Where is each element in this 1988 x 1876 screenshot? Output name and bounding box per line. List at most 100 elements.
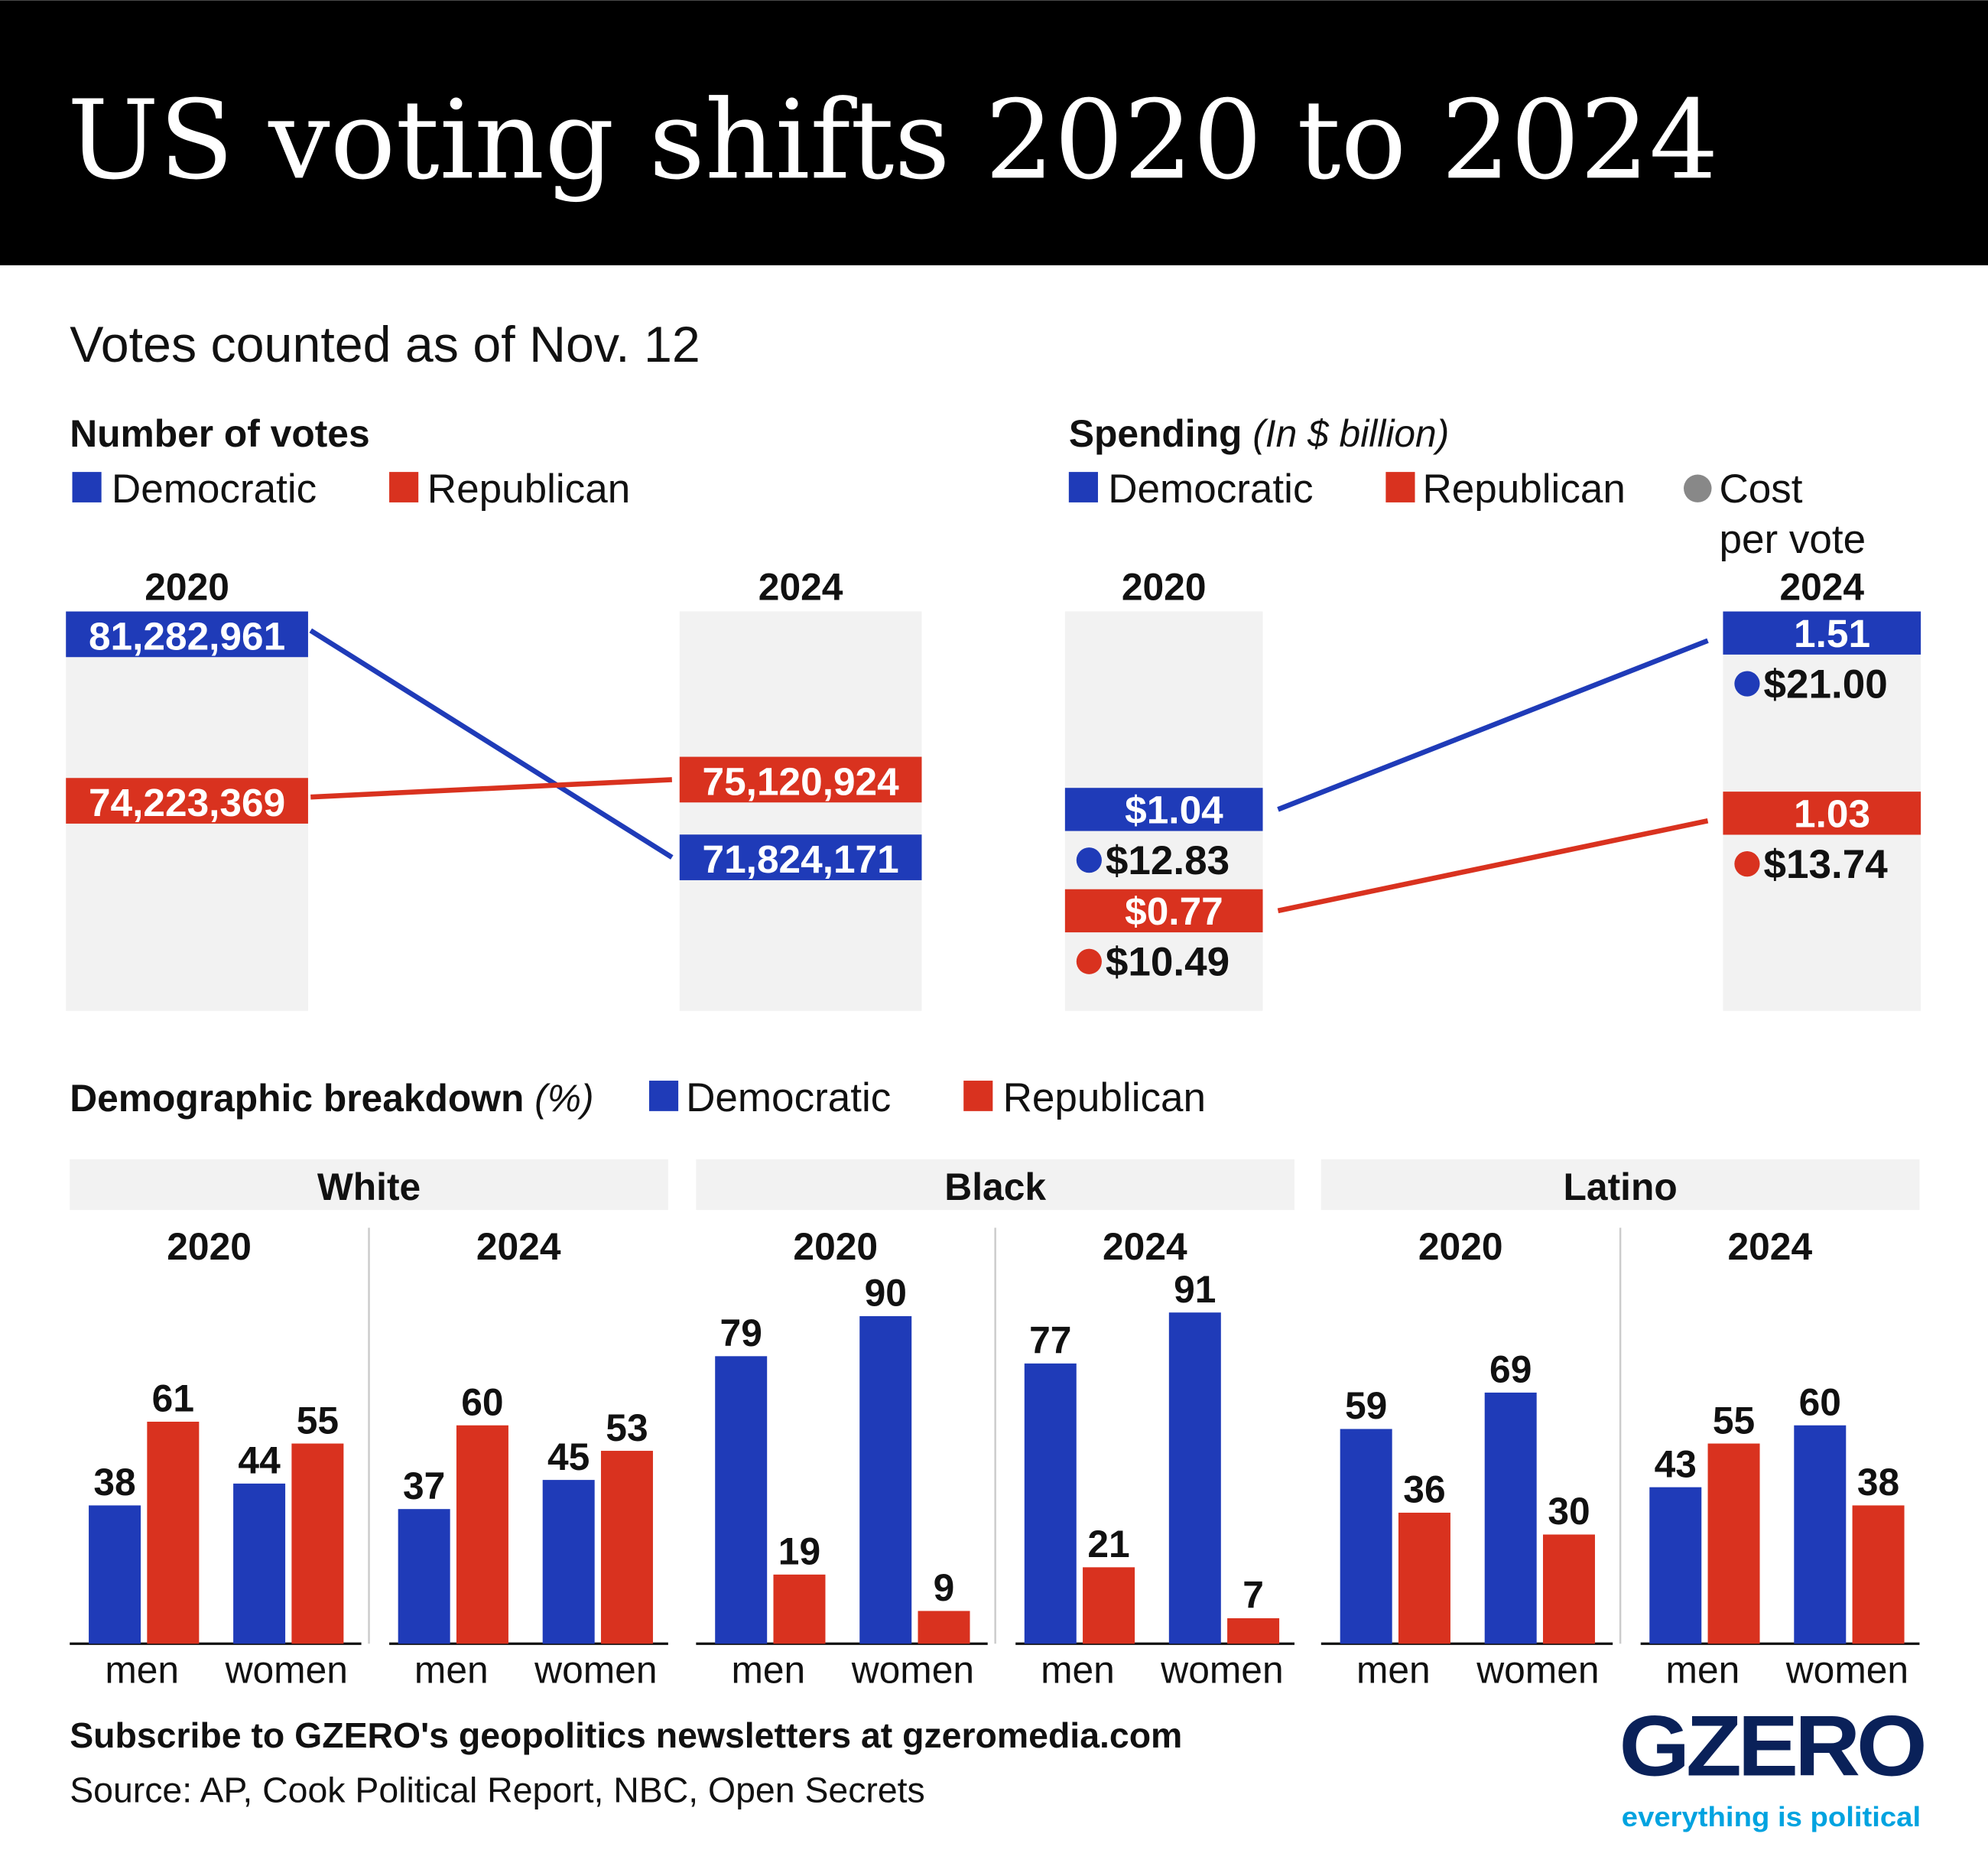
votes-bar-label-bg-republican [679, 756, 922, 803]
group-header-latino [1320, 1159, 1920, 1211]
bar-value-label: 36 [1403, 1468, 1445, 1511]
category-label-women: women [851, 1649, 974, 1692]
bar-value-label: 19 [778, 1530, 820, 1573]
legend-label-democratic: Democratic [686, 1075, 891, 1120]
bar-value-label: 53 [606, 1406, 648, 1449]
bar-republican-women [1227, 1618, 1280, 1644]
gzero-logo: GZERO [1619, 1698, 1923, 1794]
bar-value-label: 38 [93, 1461, 135, 1504]
page-title: US voting shifts 2020 to 2024 [67, 76, 1719, 203]
category-label-women: women [225, 1649, 348, 1692]
legend-swatch-democratic [1068, 472, 1098, 502]
spending-year-label: 2024 [1779, 566, 1864, 609]
spending-value-label: $1.04 [1125, 788, 1223, 832]
bar-value-label: 91 [1174, 1268, 1216, 1311]
group-label: Black [944, 1166, 1046, 1208]
votes-bar-label-bg-democratic [679, 834, 922, 880]
bar-republican-men [456, 1425, 508, 1644]
bar-value-label: 38 [1857, 1461, 1899, 1504]
gzero-tagline: everything is political [1622, 1801, 1921, 1832]
bar-value-label: 45 [547, 1435, 590, 1478]
bar-value-label: 21 [1087, 1523, 1129, 1566]
legend-swatch-democratic [72, 472, 102, 502]
bar-republican-men [1398, 1512, 1450, 1644]
demographic-title: Demographic breakdown (%) [70, 1077, 593, 1120]
cost-per-vote-value: $10.49 [1106, 939, 1230, 984]
spending-title: Spending (In $ billion) [1069, 412, 1449, 455]
bar-republican-men [1083, 1567, 1135, 1644]
group-header-white [70, 1159, 668, 1211]
bar-value-label: 43 [1655, 1442, 1697, 1485]
category-label-women: women [1476, 1649, 1599, 1692]
votes-value-label: 71,824,171 [703, 837, 899, 881]
legend-label-cost: Cost [1719, 467, 1802, 512]
votes-line-republican [310, 777, 672, 800]
legend-label-republican: Republican [1422, 467, 1625, 512]
spending-line-republican [1277, 818, 1709, 914]
category-label-men: men [1666, 1649, 1740, 1692]
year-label: 2020 [1418, 1225, 1503, 1268]
source-note: Source: AP, Cook Political Report, NBC, … [70, 1770, 925, 1810]
bar-republican-women [1852, 1505, 1905, 1644]
cost-per-vote-value: $13.74 [1764, 842, 1889, 887]
votes-title: Number of votes [70, 412, 369, 455]
bar-democratic-women [859, 1315, 912, 1644]
votes-year-label: 2024 [758, 566, 843, 609]
bar-republican-men [1707, 1443, 1760, 1644]
year-label: 2020 [167, 1225, 252, 1268]
bar-republican-men [773, 1574, 826, 1644]
spending-line-democratic [1277, 638, 1709, 812]
category-label-women: women [1785, 1649, 1908, 1692]
cost-per-vote-value: $12.83 [1106, 838, 1230, 883]
spending-bar-label-bg-republican [1064, 889, 1263, 933]
group-label: White [317, 1166, 421, 1208]
spending-title-main: Spending [1069, 412, 1252, 455]
category-label-men: men [414, 1649, 489, 1692]
legend-label-republican: Republican [1003, 1075, 1206, 1120]
bar-democratic-women [1168, 1312, 1221, 1644]
cost-per-vote-dot-democratic [1076, 847, 1102, 873]
votes-line-democratic [309, 628, 674, 860]
year-label: 2024 [476, 1225, 561, 1268]
legend-label-republican: Republican [427, 467, 630, 512]
bar-democratic-men [398, 1509, 450, 1644]
legend-swatch-republican [1385, 472, 1415, 502]
bar-democratic-men [1024, 1363, 1077, 1644]
subscribe-note: Subscribe to GZERO's geopolitics newslet… [70, 1715, 1182, 1755]
cost-per-vote-dot-republican [1076, 948, 1102, 974]
votes-value-label: 81,282,961 [89, 613, 285, 658]
legend-swatch-democratic [648, 1081, 679, 1111]
category-label-men: men [1041, 1649, 1115, 1692]
bar-republican-women [918, 1611, 970, 1644]
bar-republican-men [147, 1421, 200, 1644]
bar-republican-women [291, 1443, 344, 1644]
group-label: Latino [1564, 1166, 1678, 1208]
bar-value-label: 55 [297, 1399, 339, 1442]
demographic-unit: (%) [534, 1077, 593, 1120]
bar-value-label: 60 [1799, 1380, 1841, 1423]
legend-dot-cost-per-vote [1684, 474, 1712, 502]
bar-value-label: 55 [1713, 1399, 1755, 1442]
votes-value-label: 74,223,369 [89, 780, 285, 824]
category-label-men: men [731, 1649, 805, 1692]
legend-label-democratic: Democratic [112, 467, 317, 512]
bar-republican-women [600, 1451, 653, 1644]
category-label-men: men [1356, 1649, 1431, 1692]
votes-year-label: 2020 [145, 566, 229, 609]
year-label: 2024 [1727, 1225, 1812, 1268]
bar-democratic-men [1340, 1429, 1392, 1644]
bar-value-label: 59 [1345, 1384, 1387, 1427]
bar-democratic-women [1484, 1392, 1537, 1644]
bar-value-label: 90 [865, 1272, 907, 1315]
group-header-black [696, 1159, 1294, 1211]
bar-democratic-women [1794, 1425, 1847, 1644]
year-label: 2024 [1103, 1225, 1187, 1268]
votes-bar-label-bg-republican [66, 778, 308, 824]
spending-bar-label-bg-democratic [1723, 611, 1921, 655]
legend-label-cost: per vote [1719, 517, 1866, 562]
legend-swatch-republican [963, 1081, 993, 1111]
bar-democratic-men [715, 1356, 768, 1644]
bar-democratic-women [542, 1480, 595, 1644]
spending-bar-label-bg-democratic [1064, 788, 1263, 831]
